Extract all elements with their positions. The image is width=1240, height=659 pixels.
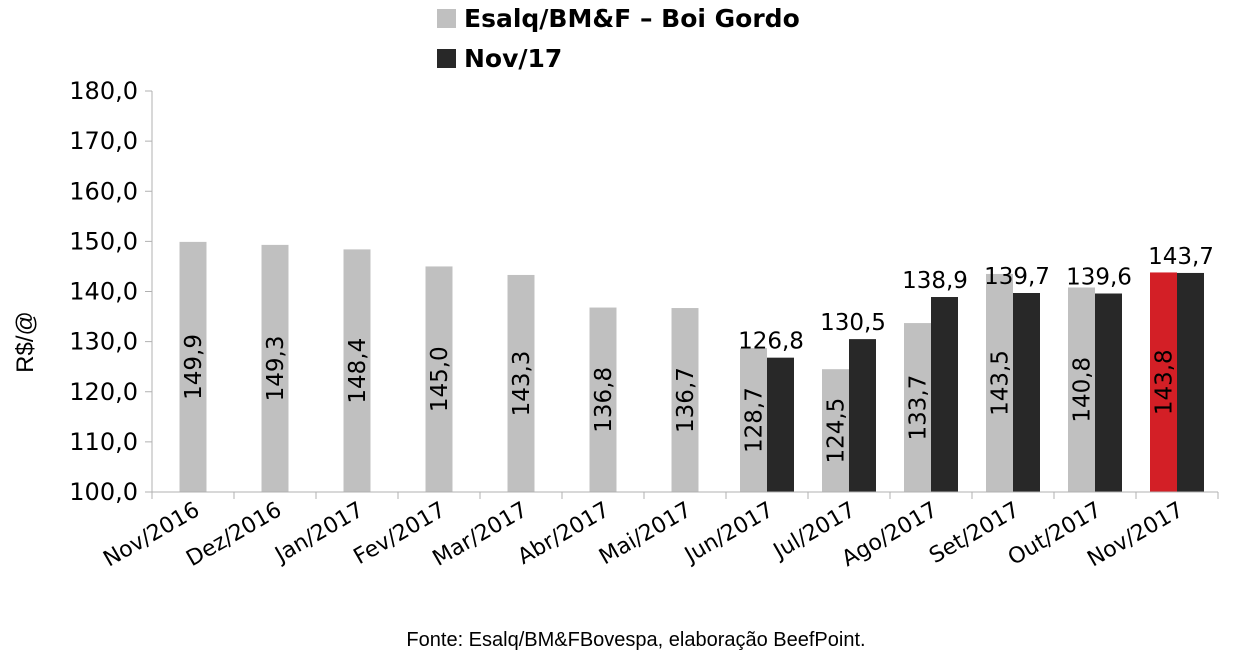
x-tick-label: Jun/2017 (679, 498, 778, 570)
bar-nov17 (931, 297, 958, 492)
bar-esalq (425, 266, 453, 492)
data-label-esalq: 133,7 (906, 375, 932, 441)
bar-nov17 (849, 339, 876, 492)
data-label-esalq: 145,0 (427, 346, 453, 412)
data-label-nov17: 139,7 (984, 264, 1050, 290)
y-tick-label: 110,0 (69, 428, 138, 456)
data-label-esalq: 140,8 (1070, 357, 1096, 423)
y-tick-label: 150,0 (69, 227, 138, 255)
bar-esalq (261, 244, 289, 492)
x-tick-label: Mai/2017 (595, 498, 696, 571)
data-label-nov17: 130,5 (820, 310, 886, 336)
legend: Esalq/BM&F – Boi Gordo Nov/17 (437, 4, 800, 73)
y-tick-label: 180,0 (69, 77, 138, 105)
data-label-esalq: 136,8 (591, 367, 617, 433)
bar-esalq (343, 249, 371, 492)
data-label-esalq: 136,7 (673, 367, 699, 433)
bar-esalq (740, 348, 767, 492)
source-note: Fonte: Esalq/BM&FBovespa, elaboração Bee… (406, 629, 865, 651)
x-tick-label: Mar/2017 (429, 498, 532, 572)
axes (151, 91, 1218, 493)
y-tick-label: 120,0 (69, 378, 138, 406)
y-tick-label: 130,0 (69, 328, 138, 356)
y-tick-label: 160,0 (69, 177, 138, 205)
bar-nov17 (1095, 293, 1122, 492)
data-label-esalq: 149,9 (181, 334, 207, 400)
bar-nov17 (767, 357, 794, 492)
bar-esalq (1068, 287, 1095, 492)
y-tick-label: 140,0 (69, 278, 138, 306)
data-label-esalq: 148,4 (345, 338, 371, 404)
bar-esalq (589, 307, 617, 492)
bars (179, 241, 1204, 492)
data-labels: 149,9 149,3 148,4 145,0 143,3 136,8 136,7 128,7… (181, 244, 1214, 464)
legend-swatch-nov17 (437, 49, 456, 68)
legend-label-nov17: Nov/17 (464, 44, 562, 73)
x-tick-label: Abr/2017 (514, 498, 614, 570)
y-tick-label: 100,0 (69, 478, 138, 506)
y-axis-label: R$/@ (12, 311, 39, 373)
legend-swatch-esalq (437, 9, 456, 28)
x-tick-label: Jan/2017 (269, 498, 368, 569)
data-label-esalq: 143,5 (988, 350, 1014, 416)
bar-esalq (507, 274, 535, 492)
data-label-esalq: 143,8 (1152, 349, 1178, 415)
bar-esalq (904, 323, 931, 492)
data-label-nov17: 139,6 (1066, 265, 1132, 291)
x-axis-ticks: Nov/2016Dez/2016Jan/2017Fev/2017Mar/2017… (99, 492, 1219, 572)
bar-esalq (822, 369, 849, 492)
y-tick-label: 170,0 (69, 127, 138, 155)
bar-esalq (1150, 272, 1177, 492)
data-label-esalq: 143,3 (509, 351, 535, 417)
bar-nov17 (1177, 272, 1204, 492)
data-label-nov17: 143,7 (1148, 244, 1214, 270)
bar-esalq (179, 241, 207, 492)
data-label-esalq: 149,3 (263, 336, 289, 402)
data-label-nov17: 126,8 (738, 329, 804, 355)
bar-nov17 (1013, 293, 1040, 492)
data-label-esalq: 124,5 (824, 398, 850, 464)
data-label-nov17: 138,9 (902, 268, 968, 294)
legend-label-esalq: Esalq/BM&F – Boi Gordo (464, 4, 800, 33)
bar-esalq (671, 308, 699, 492)
bar-esalq (986, 273, 1013, 492)
y-axis-ticks: 100,0 110,0 120,0 130,0 140,0 150,0 160,0 170,0… (69, 77, 152, 506)
data-label-esalq: 128,7 (742, 387, 768, 453)
